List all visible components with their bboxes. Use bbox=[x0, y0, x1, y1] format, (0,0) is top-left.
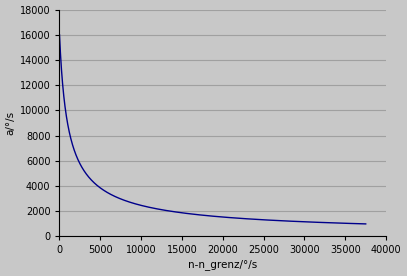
Y-axis label: a/°/s: a/°/s bbox=[6, 111, 15, 135]
X-axis label: n-n_grenz/°/s: n-n_grenz/°/s bbox=[188, 259, 258, 270]
